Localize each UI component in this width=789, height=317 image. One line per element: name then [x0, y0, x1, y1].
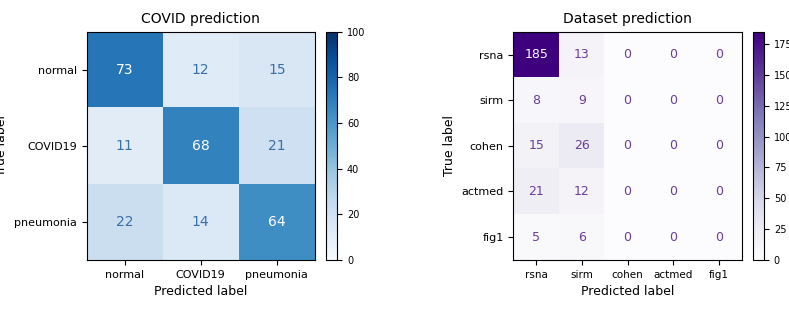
Text: 0: 0 — [623, 185, 631, 198]
Text: 68: 68 — [192, 139, 210, 153]
Text: 14: 14 — [192, 215, 210, 229]
Y-axis label: True label: True label — [0, 115, 9, 176]
Text: 8: 8 — [533, 94, 540, 107]
Text: 5: 5 — [533, 230, 540, 244]
X-axis label: Predicted label: Predicted label — [581, 285, 675, 298]
Text: 6: 6 — [578, 230, 585, 244]
Text: 15: 15 — [529, 139, 544, 152]
Text: 0: 0 — [715, 230, 723, 244]
Text: 0: 0 — [715, 139, 723, 152]
Text: 0: 0 — [669, 48, 677, 61]
Text: 0: 0 — [669, 230, 677, 244]
Text: 0: 0 — [669, 94, 677, 107]
Text: 0: 0 — [715, 185, 723, 198]
Text: 22: 22 — [116, 215, 133, 229]
Text: 0: 0 — [623, 139, 631, 152]
Text: 21: 21 — [529, 185, 544, 198]
Text: 0: 0 — [623, 230, 631, 244]
Text: 0: 0 — [715, 48, 723, 61]
Title: COVID prediction: COVID prediction — [141, 12, 260, 26]
Y-axis label: True label: True label — [443, 115, 456, 176]
Text: 12: 12 — [192, 63, 210, 77]
Text: 0: 0 — [623, 48, 631, 61]
Text: 185: 185 — [525, 48, 548, 61]
Text: 73: 73 — [116, 63, 133, 77]
Text: 26: 26 — [574, 139, 589, 152]
Text: 0: 0 — [715, 94, 723, 107]
Text: 64: 64 — [268, 215, 286, 229]
Text: 13: 13 — [574, 48, 589, 61]
Text: 11: 11 — [116, 139, 133, 153]
Text: 0: 0 — [669, 139, 677, 152]
X-axis label: Predicted label: Predicted label — [154, 285, 248, 298]
Text: 0: 0 — [623, 94, 631, 107]
Text: 0: 0 — [669, 185, 677, 198]
Title: Dataset prediction: Dataset prediction — [563, 12, 692, 26]
Text: 9: 9 — [578, 94, 585, 107]
Text: 21: 21 — [268, 139, 286, 153]
Text: 15: 15 — [268, 63, 286, 77]
Text: 12: 12 — [574, 185, 589, 198]
